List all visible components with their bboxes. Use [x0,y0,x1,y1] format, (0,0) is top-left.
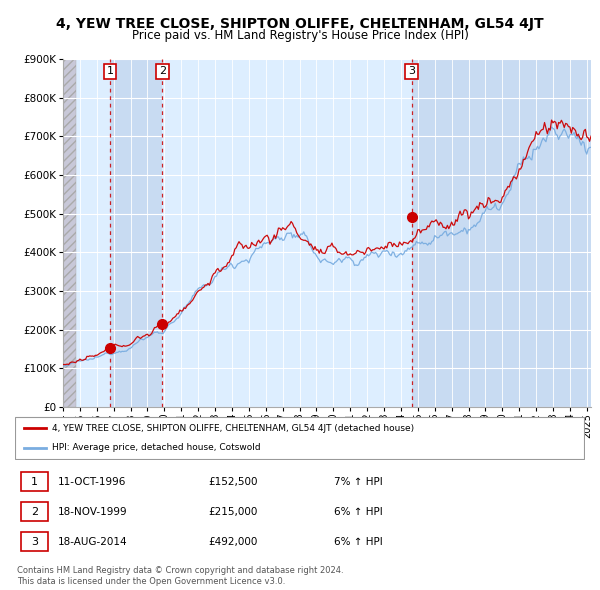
Text: Contains HM Land Registry data © Crown copyright and database right 2024.: Contains HM Land Registry data © Crown c… [17,566,343,575]
Text: HPI: Average price, detached house, Cotswold: HPI: Average price, detached house, Cots… [52,443,260,453]
Text: 11-OCT-1996: 11-OCT-1996 [58,477,126,487]
Bar [20,532,48,551]
Bar [20,502,48,521]
Text: £152,500: £152,500 [209,477,259,487]
Text: 1: 1 [31,477,38,487]
Text: 18-NOV-1999: 18-NOV-1999 [58,507,127,517]
Text: £492,000: £492,000 [209,537,258,547]
Text: 1: 1 [106,67,113,76]
Text: 6% ↑ HPI: 6% ↑ HPI [334,537,383,547]
Text: 4, YEW TREE CLOSE, SHIPTON OLIFFE, CHELTENHAM, GL54 4JT (detached house): 4, YEW TREE CLOSE, SHIPTON OLIFFE, CHELT… [52,424,414,433]
Text: 3: 3 [31,537,38,547]
Text: 4, YEW TREE CLOSE, SHIPTON OLIFFE, CHELTENHAM, GL54 4JT: 4, YEW TREE CLOSE, SHIPTON OLIFFE, CHELT… [56,17,544,31]
Text: 18-AUG-2014: 18-AUG-2014 [58,537,127,547]
Bar [20,471,48,490]
Text: 6% ↑ HPI: 6% ↑ HPI [334,507,383,517]
Text: This data is licensed under the Open Government Licence v3.0.: This data is licensed under the Open Gov… [17,577,285,586]
Bar [412,59,591,407]
Text: 2: 2 [31,507,38,517]
FancyBboxPatch shape [15,417,584,459]
Text: 2: 2 [159,67,166,76]
Text: 3: 3 [408,67,415,76]
Bar [63,59,76,407]
Text: Price paid vs. HM Land Registry's House Price Index (HPI): Price paid vs. HM Land Registry's House … [131,30,469,42]
Text: 7% ↑ HPI: 7% ↑ HPI [334,477,383,487]
Text: £215,000: £215,000 [209,507,258,517]
Bar [110,59,163,407]
